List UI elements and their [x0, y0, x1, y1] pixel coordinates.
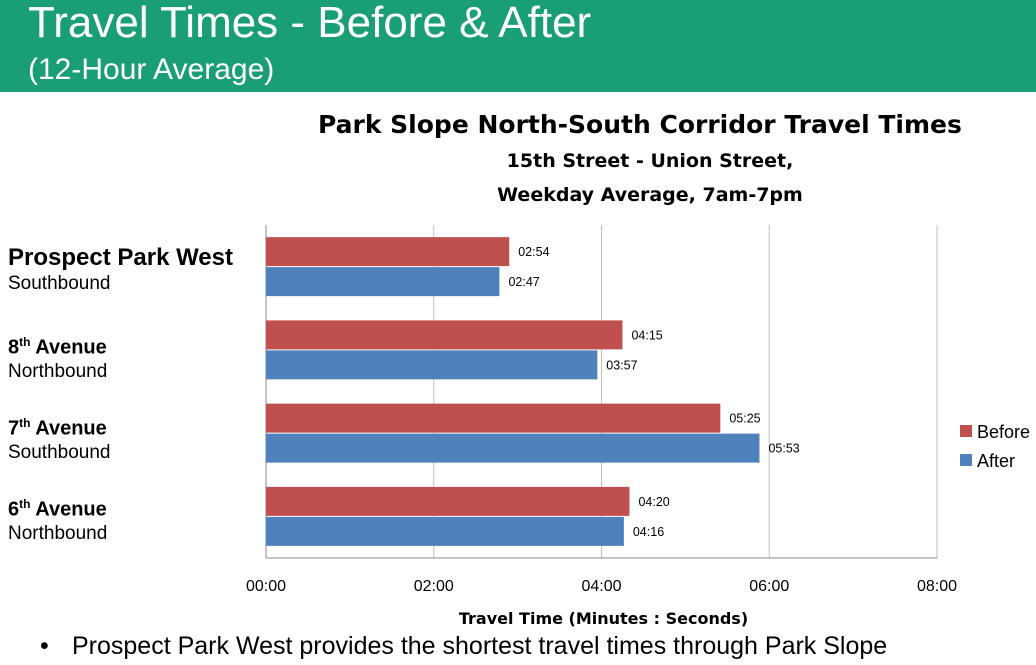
- chart-title: Park Slope North-South Corridor Travel T…: [318, 110, 962, 139]
- chart-subtitle-line-2: Weekday Average, 7am-7pm: [497, 184, 803, 206]
- bullet-text: Prospect Park West provides the shortest…: [72, 632, 888, 660]
- category-name-suffix: th: [19, 416, 31, 430]
- category-name-suffix: th: [19, 497, 31, 511]
- category-name: 6th Avenue: [8, 492, 107, 522]
- category-label-8th-avenue: 8th Avenue Northbound: [8, 330, 107, 384]
- category-label-7th-avenue: 7th Avenue Southbound: [8, 411, 111, 465]
- x-tick-label: 04:00: [581, 578, 621, 595]
- chart-subtitle-line-1: 15th Street - Union Street,: [506, 150, 794, 172]
- x-tick-label: 02:00: [414, 578, 454, 595]
- category-direction: Southbound: [8, 273, 111, 294]
- bullet-point: • Prospect Park West provides the shortes…: [40, 630, 887, 662]
- bar-before: [266, 486, 630, 516]
- x-tick-label: 06:00: [749, 578, 789, 595]
- bar-before: [266, 320, 623, 350]
- category-name-number: 6: [8, 498, 20, 521]
- bullet-symbol: •: [40, 632, 49, 660]
- category-name-rest: Avenue: [30, 498, 107, 521]
- category-name: Prospect Park West: [8, 244, 233, 272]
- category-name-rest: Avenue: [30, 336, 107, 359]
- category-name-suffix: th: [19, 335, 31, 349]
- legend-label-after: After: [977, 451, 1015, 471]
- category-name-rest: Avenue: [30, 417, 107, 440]
- category-name: 7th Avenue: [8, 411, 111, 441]
- data-label: 04:15: [631, 328, 662, 342]
- data-label: 04:16: [633, 525, 664, 539]
- data-label: 02:47: [508, 275, 539, 289]
- category-label-prospect-park-west: Prospect Park West Southbound: [8, 244, 233, 296]
- bar-after: [266, 516, 624, 546]
- x-tick-label: 08:00: [917, 578, 957, 595]
- legend-label-before: Before: [977, 422, 1030, 442]
- x-axis-title: Travel Time (Minutes : Seconds): [459, 609, 748, 628]
- category-name-number: 8: [8, 336, 20, 359]
- x-tick-label: 00:00: [246, 578, 286, 595]
- header-banner: Travel Times - Before & After (12-Hour A…: [0, 0, 1036, 92]
- page-subtitle: (12-Hour Average): [28, 53, 275, 86]
- data-label: 05:53: [768, 442, 799, 456]
- category-name-text: Prospect Park West: [8, 244, 233, 271]
- category-direction: Northbound: [8, 522, 108, 544]
- legend-swatch-after: [960, 454, 972, 466]
- category-label-6th-avenue: 6th Avenue Northbound: [8, 492, 107, 546]
- bar-before: [266, 403, 721, 433]
- bar-before: [266, 237, 510, 267]
- data-label: 03:57: [606, 358, 637, 372]
- category-name: 8th Avenue: [8, 330, 107, 360]
- bar-after: [266, 267, 500, 297]
- category-direction: Southbound: [8, 441, 111, 463]
- data-label: 02:54: [518, 245, 549, 259]
- bar-after: [266, 350, 598, 380]
- data-label: 05:25: [729, 412, 760, 426]
- category-direction: Northbound: [8, 360, 108, 382]
- data-label: 04:20: [638, 495, 669, 509]
- category-name-number: 7: [8, 417, 20, 440]
- legend-swatch-before: [960, 425, 972, 437]
- page-title: Travel Times - Before & After: [28, 0, 592, 47]
- bar-after: [266, 433, 760, 463]
